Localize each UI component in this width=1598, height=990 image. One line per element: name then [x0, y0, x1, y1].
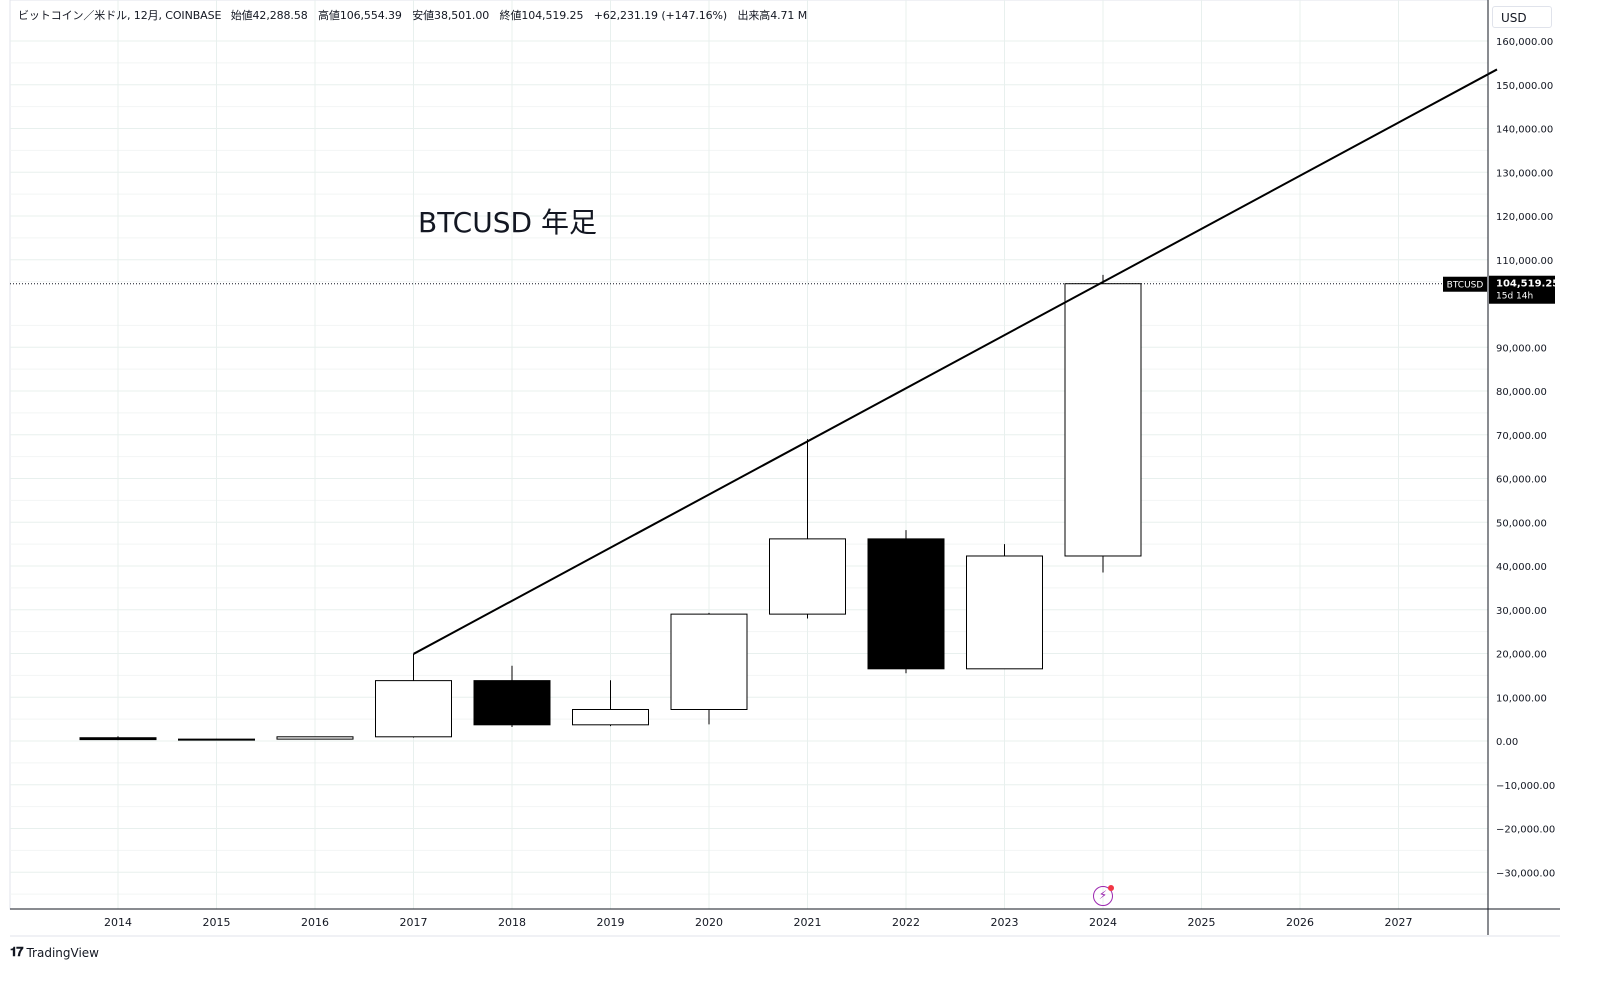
low-value: 38,501.00 [434, 9, 490, 22]
candle-body [1064, 283, 1142, 557]
y-tick-label: 10,000.00 [1496, 693, 1547, 704]
candle[interactable] [867, 530, 945, 674]
symbol-badge-text: BTCUSD [1447, 281, 1484, 291]
close-value: 104,519.25 [521, 9, 584, 22]
candle[interactable] [966, 544, 1043, 670]
candle-body [375, 680, 452, 738]
open-value: 42,288.58 [252, 9, 308, 22]
candle-body [473, 680, 551, 726]
grid [9, 0, 1489, 910]
candle-body [572, 709, 649, 726]
high-label: 高値 [318, 9, 340, 22]
candle[interactable] [572, 680, 649, 727]
chart-title: BTCUSD 年足 [418, 206, 597, 239]
x-tick-label: 2023 [991, 916, 1019, 929]
x-tick-label: 2019 [597, 916, 625, 929]
y-tick-label: 80,000.00 [1496, 387, 1547, 398]
x-tick-label: 2020 [695, 916, 723, 929]
x-tick-label: 2017 [400, 916, 428, 929]
y-tick-label: −30,000.00 [1496, 868, 1555, 879]
tradingview-logo-icon: 𝟏𝟕 [10, 945, 24, 960]
candle-body [178, 738, 255, 741]
y-tick-label: 20,000.00 [1496, 650, 1547, 661]
candle[interactable] [79, 736, 157, 741]
x-tick-label: 2026 [1286, 916, 1314, 929]
y-tick-label: 110,000.00 [1496, 256, 1553, 267]
x-tick-label: 2016 [301, 916, 329, 929]
y-tick-label: 30,000.00 [1496, 606, 1547, 617]
change-value: +62,231.19 (+147.16%) [593, 9, 728, 22]
y-tick-label: 0.00 [1496, 737, 1518, 748]
price-badge: 104,519.25 15d 14h [1489, 275, 1559, 304]
y-tick-label: 60,000.00 [1496, 475, 1547, 486]
y-tick-label: 140,000.00 [1496, 125, 1553, 136]
y-tick-label: 70,000.00 [1496, 431, 1547, 442]
y-tick-label: 40,000.00 [1496, 562, 1547, 573]
x-tick-label: 2025 [1188, 916, 1216, 929]
y-tick-label: −20,000.00 [1496, 825, 1555, 836]
plot-frame [9, 0, 1489, 910]
x-tick-label: 2018 [498, 916, 526, 929]
low-label: 安値 [412, 9, 435, 22]
lightning-icon[interactable]: ⚡ [1093, 885, 1114, 906]
tradingview-branding[interactable]: 𝟏𝟕 TradingView [10, 945, 99, 960]
x-tick-label: 2022 [892, 916, 920, 929]
price-badge-value: 104,519.25 [1496, 279, 1559, 290]
price-badge-bg [1489, 275, 1555, 304]
brand-name: TradingView [26, 945, 99, 960]
x-tick-label: 2027 [1385, 916, 1413, 929]
x-tick-label: 2015 [203, 916, 231, 929]
y-tick-label: −10,000.00 [1496, 781, 1555, 792]
currency-button[interactable]: USD [1492, 6, 1552, 28]
candles [79, 274, 1142, 741]
y-tick-label: 90,000.00 [1496, 343, 1547, 354]
x-tick-label: 2021 [794, 916, 822, 929]
notification-dot [1108, 885, 1114, 891]
candle[interactable] [276, 736, 354, 740]
candle-body [966, 555, 1043, 670]
countdown-text: 15d 14h [1496, 292, 1533, 302]
volume-label: 出来高 [737, 9, 771, 22]
candle[interactable] [178, 738, 255, 741]
candle-body [867, 538, 945, 670]
x-tick-label: 2024 [1089, 916, 1117, 929]
candle[interactable] [375, 653, 452, 738]
y-tick-label: 50,000.00 [1496, 518, 1547, 529]
symbol-name: ビットコイン／米ドル, 12月, COINBASE [18, 9, 222, 22]
candle[interactable] [769, 439, 846, 619]
candle-body [670, 613, 748, 710]
x-tick-label: 2014 [104, 916, 132, 929]
close-label: 終値 [499, 9, 522, 22]
candle-body [79, 737, 157, 741]
y-tick-label: 160,000.00 [1496, 37, 1553, 48]
symbol-badge: BTCUSD [1443, 276, 1487, 292]
trendline-layer [413, 68, 1498, 655]
y-tick-label: 130,000.00 [1496, 168, 1553, 179]
high-value: 106,554.39 [339, 9, 402, 22]
y-tick-label: 120,000.00 [1496, 212, 1553, 223]
candle[interactable] [670, 612, 748, 725]
trendline[interactable] [413, 68, 1498, 655]
volume-value: 4.71 M [770, 9, 808, 22]
candle-body [769, 538, 846, 615]
y-tick-label: 150,000.00 [1496, 81, 1553, 92]
candle[interactable] [473, 665, 551, 727]
candle[interactable] [1064, 274, 1142, 573]
symbol-header: ビットコイン／米ドル, 12月, COINBASE 始値42,288.58 高値… [18, 7, 814, 23]
symbol-badge-bg [1443, 276, 1487, 292]
axes: 160,000.00 150,000.00 140,000.00 130,000.00… [10, 0, 1560, 937]
candle-body [276, 736, 354, 740]
open-label: 始値 [230, 9, 253, 22]
